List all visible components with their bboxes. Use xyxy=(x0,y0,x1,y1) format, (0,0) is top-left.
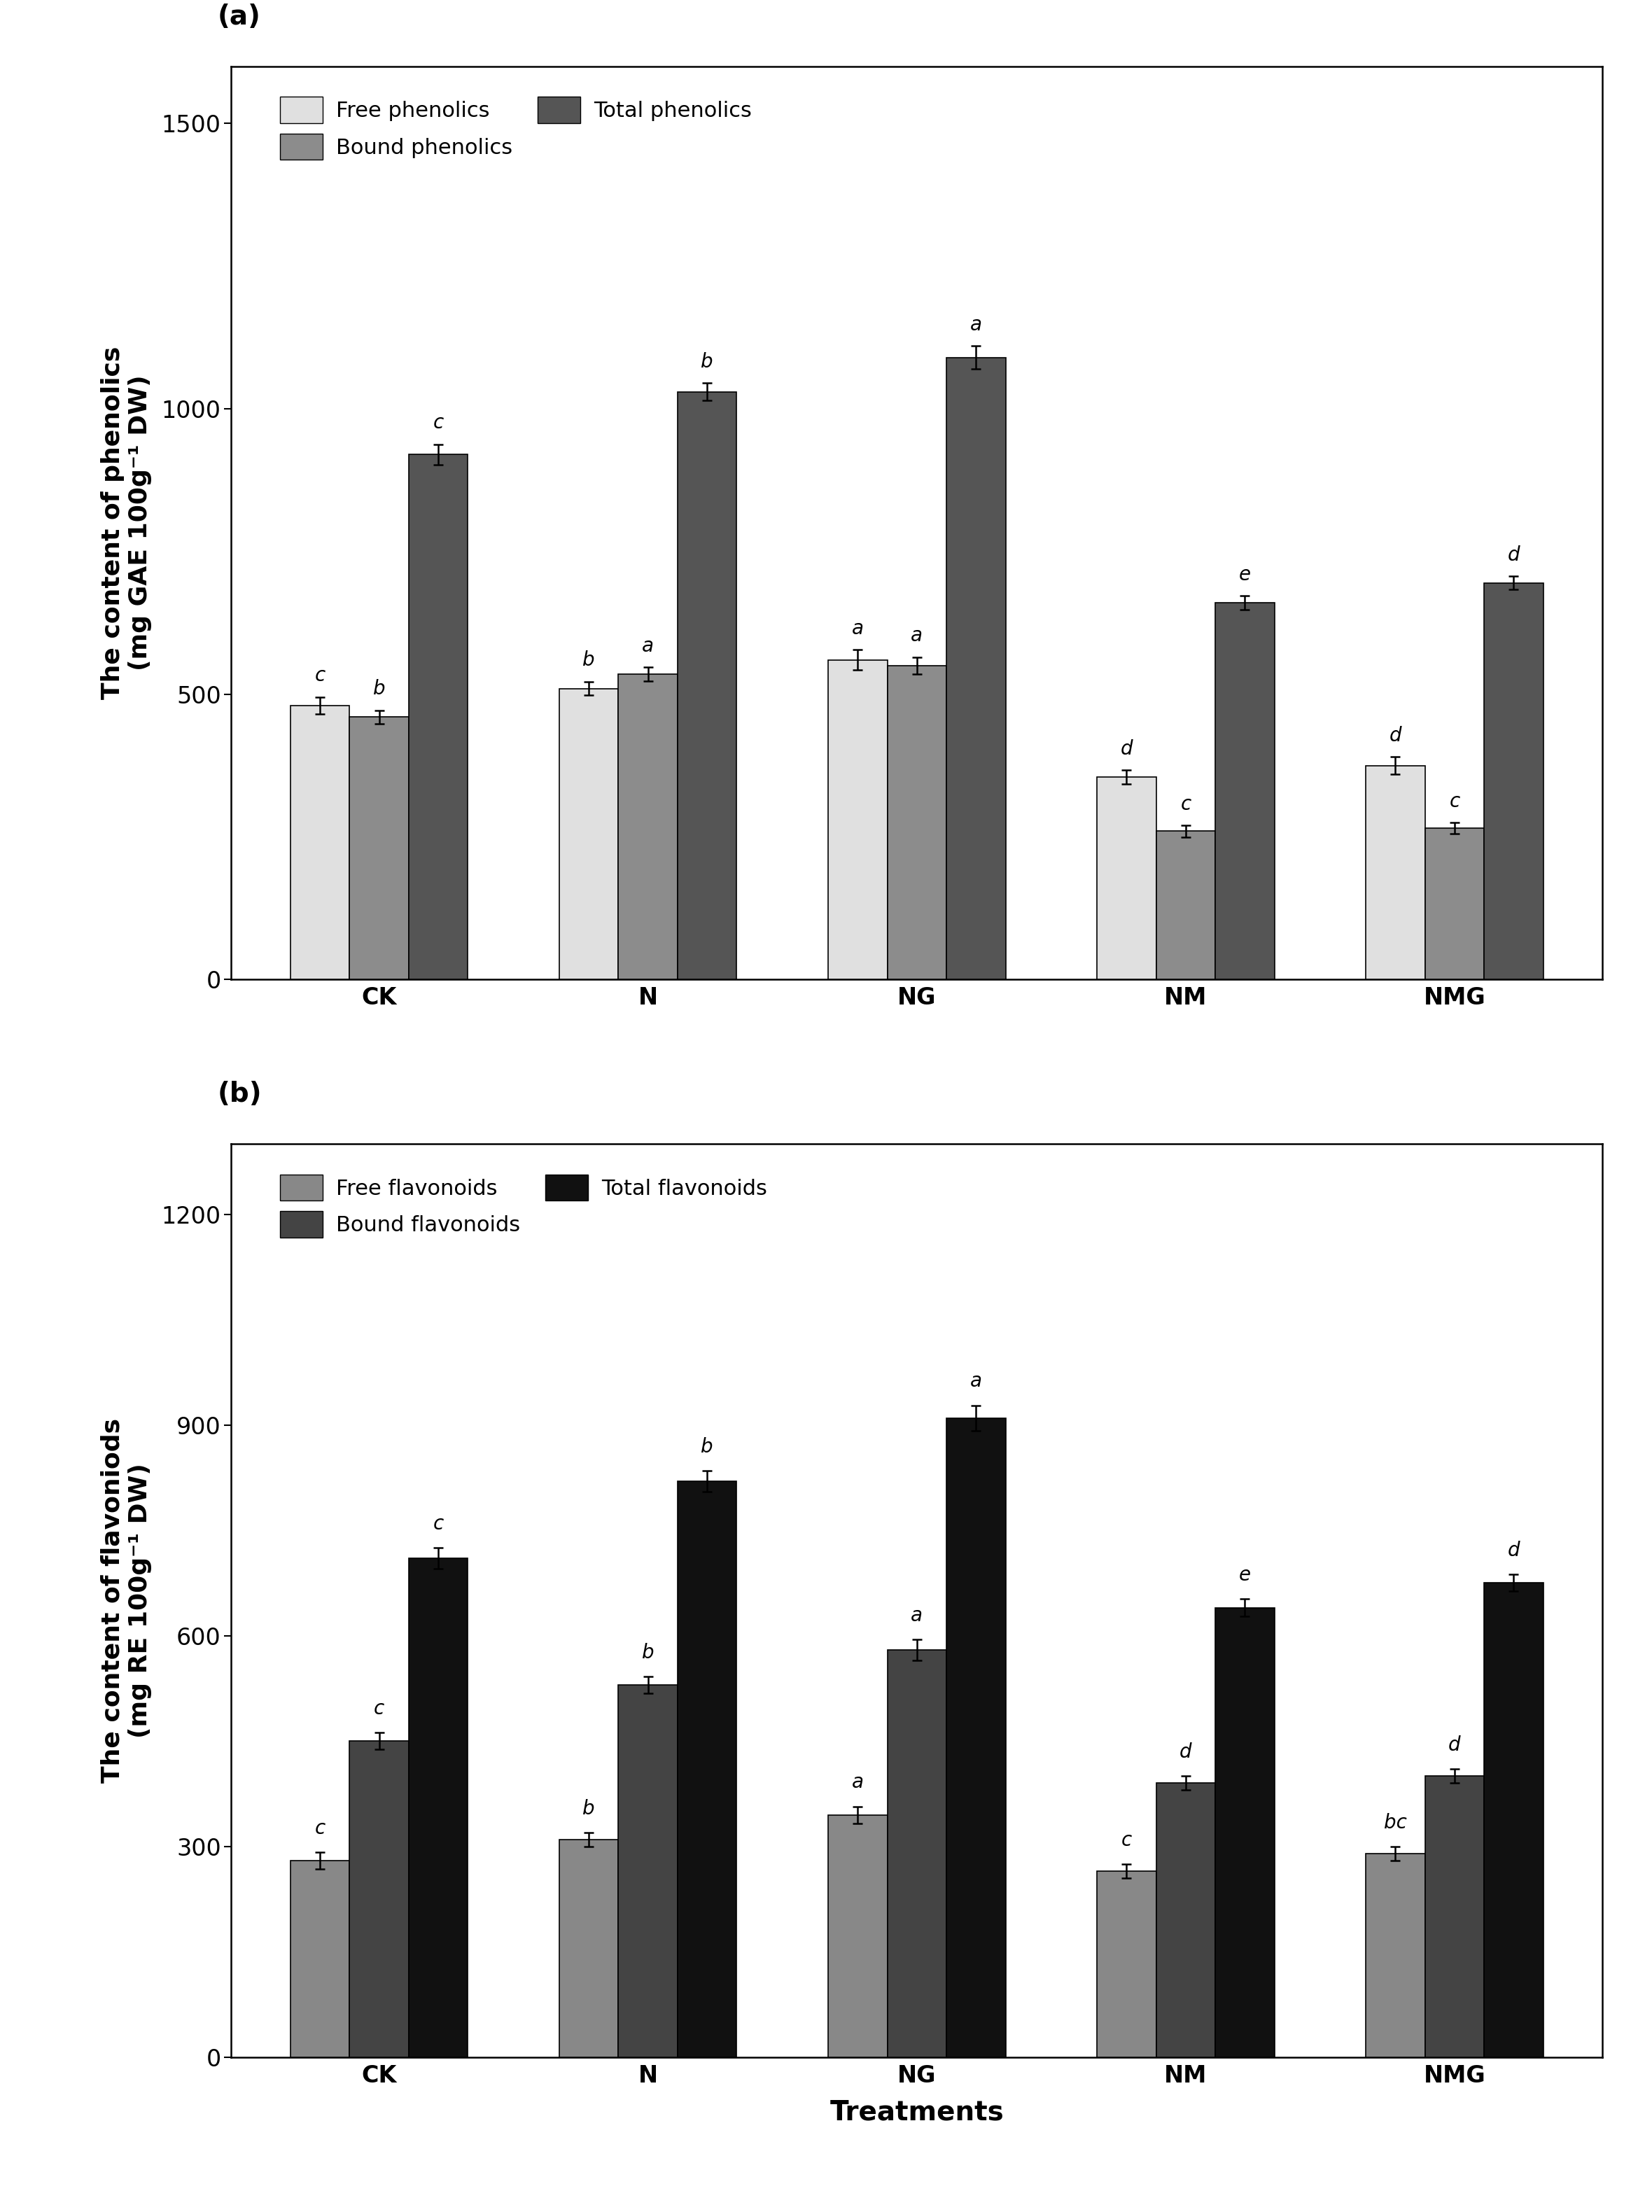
Bar xyxy=(1156,832,1216,980)
Text: a: a xyxy=(970,314,981,334)
Bar xyxy=(947,358,1006,980)
Text: c: c xyxy=(314,1818,325,1838)
Text: (a): (a) xyxy=(218,2,261,29)
Legend: Free phenolics, Bound phenolics, Total phenolics: Free phenolics, Bound phenolics, Total p… xyxy=(269,86,762,170)
Bar xyxy=(1483,1584,1543,2057)
Text: a: a xyxy=(910,1606,923,1626)
Bar xyxy=(828,1814,887,2057)
Text: e: e xyxy=(1239,564,1251,584)
Text: a: a xyxy=(852,619,864,639)
Text: bc: bc xyxy=(1384,1814,1408,1832)
Text: d: d xyxy=(1508,1542,1520,1559)
Bar xyxy=(350,1741,408,2057)
Text: d: d xyxy=(1508,544,1520,564)
Text: c: c xyxy=(1449,792,1460,812)
Bar xyxy=(947,1418,1006,2057)
Text: c: c xyxy=(1122,1829,1132,1849)
Bar xyxy=(408,1559,468,2057)
Bar xyxy=(677,392,737,980)
Text: b: b xyxy=(700,352,714,372)
Bar xyxy=(350,717,408,980)
Bar xyxy=(560,1840,618,2057)
Text: d: d xyxy=(1120,739,1133,759)
Bar xyxy=(677,1482,737,2057)
Bar xyxy=(887,666,947,980)
Bar xyxy=(1366,1854,1426,2057)
Bar xyxy=(1156,1783,1216,2057)
Text: c: c xyxy=(433,1515,444,1533)
Text: d: d xyxy=(1180,1743,1191,1763)
Text: c: c xyxy=(433,414,444,434)
Bar xyxy=(560,688,618,980)
Text: a: a xyxy=(852,1772,864,1792)
Bar xyxy=(1426,1776,1483,2057)
Text: e: e xyxy=(1239,1566,1251,1586)
Text: c: c xyxy=(314,666,325,686)
Legend: Free flavonoids, Bound flavonoids, Total flavonoids: Free flavonoids, Bound flavonoids, Total… xyxy=(269,1164,778,1248)
Bar xyxy=(1426,827,1483,980)
Text: a: a xyxy=(910,626,923,646)
Text: d: d xyxy=(1389,726,1401,745)
Bar xyxy=(1097,1871,1156,2057)
X-axis label: Treatments: Treatments xyxy=(829,2099,1004,2126)
Bar xyxy=(618,675,677,980)
Text: b: b xyxy=(583,1798,595,1818)
Text: d: d xyxy=(1449,1736,1460,1754)
Text: c: c xyxy=(373,1699,385,1719)
Bar xyxy=(1216,604,1274,980)
Bar xyxy=(1366,765,1426,980)
Text: b: b xyxy=(700,1438,714,1455)
Y-axis label: The content of phenolics
(mg GAE 100g⁻¹ DW): The content of phenolics (mg GAE 100g⁻¹ … xyxy=(101,347,152,699)
Text: (b): (b) xyxy=(218,1082,263,1108)
Text: a: a xyxy=(970,1371,981,1391)
Bar xyxy=(1097,776,1156,980)
Bar xyxy=(291,706,350,980)
Text: c: c xyxy=(1181,794,1191,814)
Bar xyxy=(291,1860,350,2057)
Y-axis label: The content of flavoniods
(mg RE 100g⁻¹ DW): The content of flavoniods (mg RE 100g⁻¹ … xyxy=(101,1418,152,1783)
Bar xyxy=(1483,584,1543,980)
Text: b: b xyxy=(583,650,595,670)
Bar xyxy=(1216,1608,1274,2057)
Bar xyxy=(828,659,887,980)
Text: a: a xyxy=(643,637,654,657)
Bar xyxy=(618,1686,677,2057)
Text: b: b xyxy=(643,1644,654,1663)
Text: b: b xyxy=(373,679,385,699)
Bar xyxy=(887,1650,947,2057)
Bar xyxy=(408,453,468,980)
